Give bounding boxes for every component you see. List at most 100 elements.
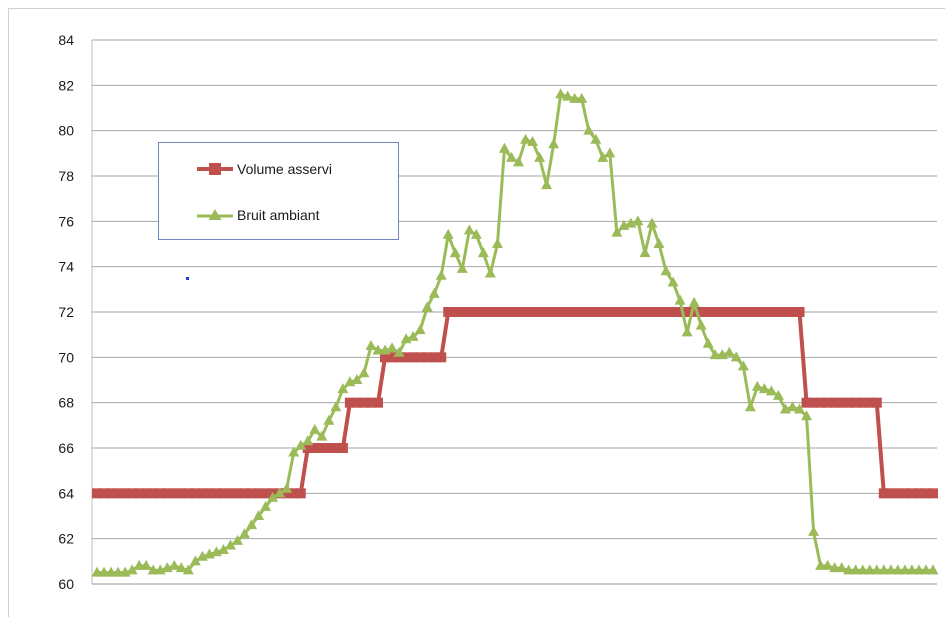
data-point-bruit-ambiant [681,326,693,337]
data-point-bruit-ambiant [372,344,384,355]
data-point-bruit-ambiant [737,360,749,371]
data-point-volume-asservi [794,307,805,317]
data-point-bruit-ambiant [175,562,187,573]
data-point-volume-asservi [661,307,672,317]
data-point-volume-asservi [197,488,208,499]
legend-swatch-volume-asservi [195,159,235,179]
data-point-volume-asservi [597,307,608,317]
data-point-volume-asservi [675,307,686,317]
data-point-bruit-ambiant [217,544,229,554]
data-point-volume-asservi [717,307,728,317]
y-axis-tick-labels: 60 62 64 66 68 70 72 74 76 78 80 82 84 [58,32,74,592]
data-point-bruit-ambiant [920,564,932,575]
data-point-volume-asservi [569,307,580,317]
data-point-bruit-ambiant [316,430,328,441]
data-point-bruit-ambiant [794,403,806,414]
data-point-volume-asservi [745,307,756,317]
data-point-volume-asservi [780,307,791,317]
data-point-volume-asservi [478,307,489,317]
data-point-volume-asservi [120,488,131,499]
data-point-bruit-ambiant [105,566,117,577]
data-point-bruit-ambiant [232,534,243,545]
data-point-bruit-ambiant [590,133,602,144]
data-point-volume-asservi [316,443,327,453]
data-point-bruit-ambiant [351,374,363,384]
data-point-bruit-ambiant [295,439,307,450]
data-point-bruit-ambiant [667,276,679,287]
data-point-volume-asservi [485,307,496,317]
data-point-volume-asservi [773,307,784,317]
y-tick-label: 60 [58,576,74,592]
data-point-volume-asservi [373,397,384,408]
data-point-bruit-ambiant [126,564,138,575]
data-point-volume-asservi [127,488,138,499]
data-point-volume-asservi [513,307,524,317]
y-tick-label: 82 [58,77,74,93]
data-point-bruit-ambiant [787,401,798,412]
data-point-volume-asservi [253,488,264,499]
data-point-volume-asservi [787,307,798,317]
data-point-bruit-ambiant [808,525,820,536]
data-point-volume-asservi [583,307,594,317]
data-point-bruit-ambiant [98,566,110,577]
data-point-volume-asservi [534,307,545,317]
data-point-bruit-ambiant [302,435,314,446]
data-point-bruit-ambiant [491,238,503,248]
data-point-bruit-ambiant [850,564,862,575]
data-point-bruit-ambiant [309,423,321,434]
data-point-bruit-ambiant [337,383,349,394]
data-point-volume-asservi [766,307,777,317]
data-point-volume-asservi [836,397,847,408]
data-point-volume-asservi [155,488,166,499]
data-point-volume-asservi [211,488,222,499]
data-point-bruit-ambiant [632,215,644,226]
data-point-volume-asservi [246,488,257,499]
data-point-bruit-ambiant [744,401,756,412]
data-point-volume-asservi [625,307,636,317]
data-point-bruit-ambiant [168,559,180,570]
data-point-volume-asservi [450,307,461,317]
data-point-bruit-ambiant [456,262,468,273]
data-point-volume-asservi [920,488,931,499]
data-point-bruit-ambiant [653,238,665,248]
data-point-bruit-ambiant [133,559,145,570]
data-point-bruit-ambiant [365,340,377,350]
data-point-volume-asservi [337,443,348,453]
data-point-bruit-ambiant [147,564,159,575]
data-point-volume-asservi [106,488,117,499]
data-point-volume-asservi [632,307,643,317]
data-point-volume-asservi [499,307,510,317]
stray-marker-dot [186,277,189,280]
data-point-bruit-ambiant [498,142,510,153]
data-point-bruit-ambiant [484,267,496,278]
data-point-volume-asservi [759,307,770,317]
data-point-volume-asservi [429,352,440,363]
data-point-volume-asservi [822,397,833,408]
data-point-bruit-ambiant [527,136,539,146]
data-point-bruit-ambiant [91,566,103,577]
data-point-bruit-ambiant [246,519,258,530]
data-point-bruit-ambiant [548,138,560,149]
data-point-bruit-ambiant [899,564,911,575]
data-point-volume-asservi [204,488,215,499]
data-point-bruit-ambiant [723,346,735,357]
data-point-volume-asservi [239,488,250,499]
data-point-volume-asservi [864,397,875,408]
data-point-volume-asservi [668,307,679,317]
data-point-volume-asservi [913,488,924,499]
data-point-bruit-ambiant [477,247,489,258]
data-point-volume-asservi [857,397,868,408]
data-point-bruit-ambiant [435,269,447,280]
data-point-bruit-ambiant [541,179,553,190]
data-point-volume-asservi [689,307,700,317]
data-point-volume-asservi [134,488,145,499]
data-point-volume-asservi [148,488,159,499]
data-point-bruit-ambiant [758,383,770,394]
data-point-bruit-ambiant [386,342,398,353]
data-point-bruit-ambiant [520,133,532,144]
data-point-volume-asservi [169,488,180,499]
data-point-volume-asservi [457,307,468,317]
data-point-bruit-ambiant [182,564,194,575]
data-point-volume-asservi [654,307,665,317]
data-point-volume-asservi [380,352,391,363]
